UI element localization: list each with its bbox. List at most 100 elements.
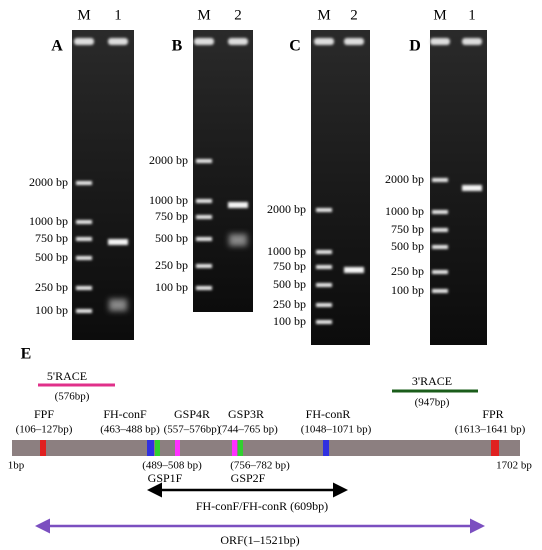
primer-range: (557–576bp) <box>164 424 221 436</box>
marker-band <box>316 265 332 269</box>
marker-label: 750 bp <box>155 209 188 223</box>
marker-label: 1000 bp <box>149 193 188 207</box>
sample-smear <box>229 234 247 246</box>
marker-label: 2000 bp <box>267 202 306 216</box>
marker-label: 2000 bp <box>385 172 424 186</box>
gene-bar <box>12 440 520 456</box>
marker-band <box>432 289 448 293</box>
primer-range: (756–782 bp) <box>230 460 290 472</box>
lane-label: 1 <box>114 7 122 23</box>
primer-name: GSP2F <box>231 471 266 485</box>
marker-label: 500 bp <box>155 231 188 245</box>
marker-band <box>196 286 212 290</box>
race-label: 5'RACE <box>47 369 87 383</box>
marker-band <box>432 270 448 274</box>
marker-band <box>76 237 92 241</box>
marker-band <box>196 237 212 241</box>
primer-mark <box>238 440 243 456</box>
panel-letter: D <box>409 38 421 55</box>
sample-smear <box>109 299 127 311</box>
marker-band <box>76 256 92 260</box>
marker-band <box>432 228 448 232</box>
sample-band <box>228 202 248 208</box>
marker-band <box>76 220 92 224</box>
primer-range: (106–127bp) <box>16 424 73 436</box>
panel-letter: C <box>289 38 301 55</box>
marker-label: 750 bp <box>35 231 68 245</box>
primer-name: FH-conF <box>103 407 147 421</box>
marker-band <box>316 283 332 287</box>
bar-start: 1bp <box>8 460 25 472</box>
primer-mark <box>155 440 160 456</box>
primer-name: FH-conR <box>306 407 351 421</box>
primer-mark <box>147 440 154 456</box>
marker-label: 750 bp <box>273 259 306 273</box>
well <box>194 38 214 45</box>
lane-label: 1 <box>468 7 476 23</box>
race-size: (576bp) <box>55 391 90 403</box>
marker-label: 1000 bp <box>385 204 424 218</box>
panel-letter: A <box>51 38 63 55</box>
primer-range: (489–508 bp) <box>142 460 202 472</box>
marker-label: 2000 bp <box>29 175 68 189</box>
well <box>74 38 94 45</box>
marker-label: 500 bp <box>391 239 424 253</box>
marker-label: 750 bp <box>391 222 424 236</box>
gel <box>311 30 370 345</box>
marker-band <box>76 286 92 290</box>
marker-label: 500 bp <box>273 277 306 291</box>
primer-range: (1048–1071 bp) <box>301 424 372 436</box>
marker-band <box>196 264 212 268</box>
primer-mark <box>491 440 499 456</box>
marker-label: 250 bp <box>35 280 68 294</box>
well <box>314 38 334 45</box>
marker-label: 250 bp <box>391 264 424 278</box>
lane-label: 2 <box>350 7 358 23</box>
product-label: FH-conF/FH-conR (609bp) <box>196 499 328 513</box>
marker-band <box>316 320 332 324</box>
marker-band <box>432 178 448 182</box>
lane-label: M <box>77 7 90 23</box>
marker-label: 500 bp <box>35 250 68 264</box>
marker-band <box>432 245 448 249</box>
orf-label: ORF(1–1521bp) <box>220 533 299 547</box>
marker-band <box>316 250 332 254</box>
primer-mark <box>232 440 237 456</box>
primer-name: FPF <box>34 407 54 421</box>
panel-letter: E <box>21 346 32 363</box>
marker-band <box>196 159 212 163</box>
primer-name: GSP4R <box>174 407 210 421</box>
well <box>462 38 482 45</box>
marker-label: 100 bp <box>35 303 68 317</box>
panel-letter: B <box>172 38 183 55</box>
lane-label: 2 <box>234 7 242 23</box>
gene-diagram: E 5'RACE (576bp) 3'RACE (947bp) 1bp 1702 bp FPF… <box>8 346 533 547</box>
well <box>228 38 248 45</box>
marker-band <box>316 303 332 307</box>
sample-band <box>344 267 364 273</box>
marker-band <box>432 210 448 214</box>
marker-label: 100 bp <box>273 314 306 328</box>
race-size: (947bp) <box>415 397 450 409</box>
sample-band <box>108 239 128 245</box>
gel <box>193 30 253 312</box>
marker-label: 1000 bp <box>29 214 68 228</box>
well <box>344 38 364 45</box>
marker-band <box>316 208 332 212</box>
bar-end: 1702 bp <box>496 460 532 472</box>
marker-label: 1000 bp <box>267 244 306 258</box>
marker-band <box>196 199 212 203</box>
well <box>430 38 450 45</box>
primer-mark <box>175 440 180 456</box>
marker-label: 100 bp <box>391 283 424 297</box>
primer-range: (1613–1641 bp) <box>455 424 526 436</box>
primer-name: GSP3R <box>228 407 264 421</box>
marker-label: 250 bp <box>155 258 188 272</box>
lane-label: M <box>433 7 446 23</box>
primer-mark <box>323 440 329 456</box>
lane-label: M <box>317 7 330 23</box>
marker-label: 250 bp <box>273 297 306 311</box>
sample-band <box>462 185 482 191</box>
